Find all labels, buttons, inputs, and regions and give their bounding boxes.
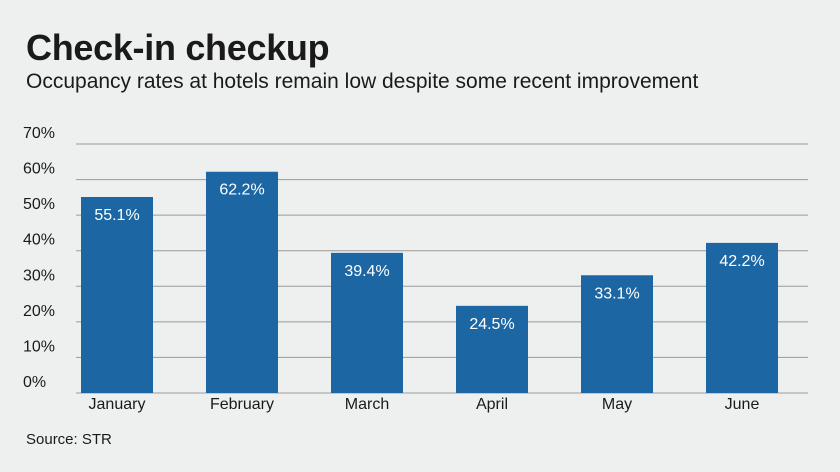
data-labels: 55.1% 62.2% 39.4% 24.5% 33.1% 42.2% <box>94 182 764 333</box>
bars <box>81 171 778 393</box>
y-tick-label: 40% <box>23 232 55 249</box>
y-tick-label: 50% <box>23 196 55 213</box>
y-tick-label: 20% <box>23 303 55 320</box>
x-category-label: April <box>476 396 508 413</box>
bar <box>456 305 528 393</box>
data-label: 62.2% <box>219 182 264 199</box>
x-category-label: June <box>725 396 760 413</box>
source-note: Source: STR <box>26 431 112 448</box>
y-tick-label: 0% <box>23 374 46 391</box>
chart-title: Check-in checkup <box>26 27 330 68</box>
y-axis-tick-labels: 0% 10% 20% 30% 40% 50% 60% 70% <box>23 125 55 391</box>
y-tick-label: 10% <box>23 338 55 355</box>
y-tick-label: 70% <box>23 125 55 142</box>
x-category-label: February <box>210 396 274 413</box>
y-tick-label: 60% <box>23 161 55 178</box>
chart-subtitle: Occupancy rates at hotels remain low des… <box>26 70 699 93</box>
bar <box>81 197 153 393</box>
bar <box>706 242 778 393</box>
data-label: 24.5% <box>469 316 514 333</box>
x-category-label: May <box>602 396 632 413</box>
x-category-label: January <box>89 396 146 413</box>
data-label: 33.1% <box>594 285 639 302</box>
bar <box>581 275 653 393</box>
data-label: 39.4% <box>344 263 389 280</box>
bar <box>206 171 278 393</box>
data-label: 42.2% <box>719 253 764 270</box>
bar <box>331 252 403 393</box>
gridlines <box>76 143 808 394</box>
y-tick-label: 30% <box>23 267 55 284</box>
x-axis-category-labels: January February March April May June <box>89 396 760 413</box>
x-category-label: March <box>345 396 389 413</box>
data-label: 55.1% <box>94 207 139 224</box>
